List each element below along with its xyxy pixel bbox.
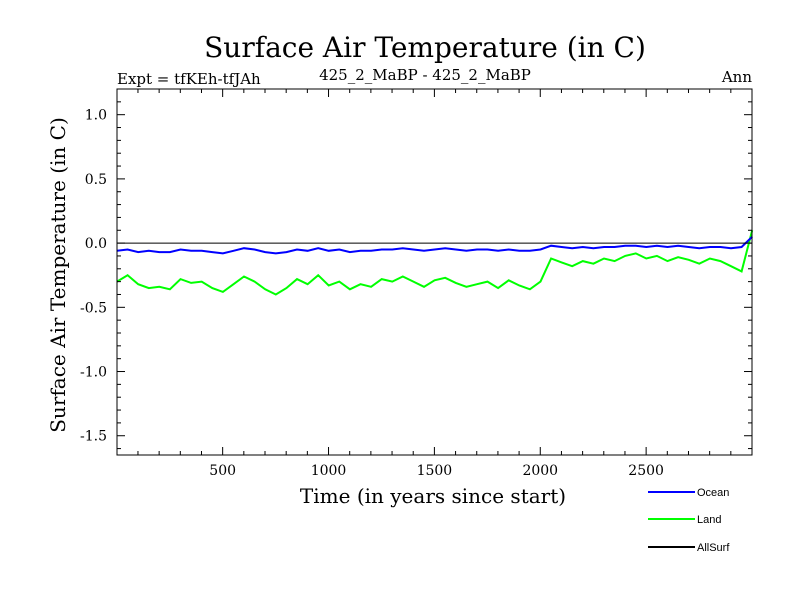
axes-group: 500 1000 1500 2000 2500 1.0 0.5 0.0 -0.5 -1.0 -1.5 <box>80 88 753 479</box>
x-axis-label: Time (in years since start) <box>300 484 566 508</box>
plot-frame <box>116 88 753 456</box>
x-tick-label: 500 <box>209 463 236 479</box>
y-tick-label: 0.0 <box>85 236 107 252</box>
y-tick-label: -1.5 <box>80 429 107 445</box>
legend: Ocean Land AllSurf <box>648 487 730 554</box>
chart-title: Surface Air Temperature (in C) <box>204 31 646 64</box>
y-tick-label: 1.0 <box>85 108 107 124</box>
y-axis-label: Surface Air Temperature (in C) <box>46 117 70 433</box>
y-tick-label: -1.0 <box>80 365 107 381</box>
subtitle-left: Expt = tfKEh-tfJAh <box>117 70 261 88</box>
x-tick-label: 1500 <box>417 463 453 479</box>
series-line-ocean <box>116 235 753 255</box>
legend-label-land: Land <box>697 514 721 526</box>
legend-label-ocean: Ocean <box>697 487 729 499</box>
legend-label-allsurf: AllSurf <box>697 542 730 554</box>
series-line-land <box>116 230 754 296</box>
plot-series-group <box>116 230 754 296</box>
subtitle-center: 425_2_MaBP - 425_2_MaBP <box>319 66 531 84</box>
subtitle-right: Ann <box>721 68 752 86</box>
x-tick-label: 1000 <box>311 463 347 479</box>
y-tick-label: -0.5 <box>80 300 107 316</box>
x-tick-label: 2000 <box>522 463 558 479</box>
y-tick-label: 0.5 <box>85 172 107 188</box>
x-tick-label: 2500 <box>628 463 664 479</box>
